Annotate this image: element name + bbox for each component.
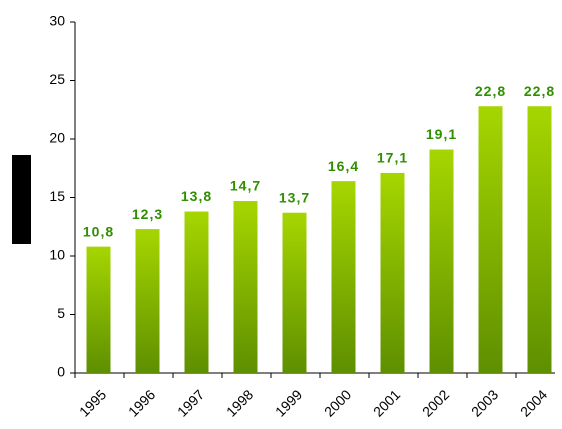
bar — [233, 201, 258, 373]
value-label: 13,7 — [279, 189, 310, 205]
x-tick-label: 1995 — [76, 386, 109, 419]
y-tick-label: 25 — [49, 71, 65, 87]
bar — [86, 246, 111, 373]
x-tick-label: 1997 — [174, 386, 207, 419]
x-tick-label: 2000 — [321, 386, 354, 419]
value-label: 16,4 — [328, 158, 359, 174]
x-tick-label: 2003 — [468, 386, 501, 419]
y-tick-label: 5 — [57, 305, 65, 321]
x-tick-label: 2001 — [370, 386, 403, 419]
value-label: 22,8 — [524, 83, 555, 99]
value-label: 12,3 — [132, 206, 163, 222]
bar — [380, 172, 405, 373]
y-tick-label: 30 — [49, 13, 65, 29]
y-tick-label: 0 — [57, 364, 65, 380]
bar — [135, 229, 160, 373]
bar — [184, 211, 209, 373]
bar — [331, 181, 356, 373]
bar — [282, 212, 307, 373]
x-tick-label: 1999 — [272, 386, 305, 419]
x-tick-label: 2002 — [419, 386, 452, 419]
value-label: 19,1 — [426, 126, 457, 142]
redaction-box — [12, 155, 31, 244]
x-tick-label: 1996 — [125, 386, 158, 419]
bar — [478, 106, 503, 374]
x-tick-label: 2004 — [517, 386, 550, 419]
y-tick-label: 15 — [49, 188, 65, 204]
bar — [429, 149, 454, 373]
value-label: 17,1 — [377, 150, 408, 166]
value-label: 14,7 — [230, 178, 261, 194]
y-tick-label: 10 — [49, 247, 65, 263]
value-label: 10,8 — [83, 223, 114, 239]
value-label: 22,8 — [475, 83, 506, 99]
value-label: 13,8 — [181, 188, 212, 204]
bar — [527, 106, 552, 374]
y-tick-label: 20 — [49, 130, 65, 146]
x-tick-label: 1998 — [223, 386, 256, 419]
